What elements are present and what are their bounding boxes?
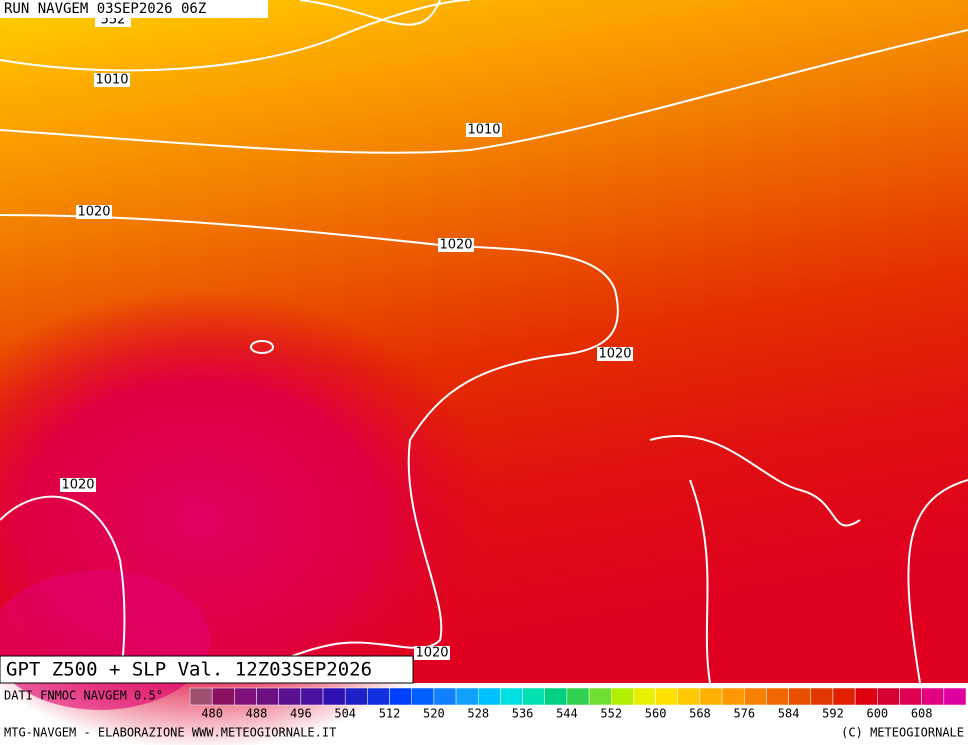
isobar	[689, 479, 711, 684]
colorbar-tick-label: 520	[423, 707, 445, 721]
isobar	[0, 29, 968, 154]
isobar	[250, 340, 274, 354]
colorbar: 480 488 496 504 512 520 528 536 544 552 560 568 576 5…	[189, 687, 967, 721]
colorbar-tick-label: 608	[911, 707, 933, 721]
colorbar-tick-label: 528	[467, 707, 489, 721]
colorbar-swatch	[500, 687, 523, 706]
isobar-label: 1020	[415, 646, 448, 661]
colorbar-swatch	[566, 687, 590, 706]
isobar-label-bg	[94, 73, 130, 87]
colorbar-tick-label: 592	[822, 707, 844, 721]
colorbar-swatch	[455, 687, 479, 706]
colorbar-tick-label: 600	[866, 707, 888, 721]
colorbar-tick-label: 552	[600, 707, 622, 721]
colorbar-swatch	[788, 687, 812, 706]
isobar-label-bg	[76, 205, 112, 219]
title-box	[0, 655, 414, 684]
isobar-label: 1010	[467, 123, 500, 138]
colorbar-swatch	[278, 687, 302, 706]
colorbar-tick-label: 584	[778, 707, 800, 721]
colorbar-swatch	[433, 687, 457, 706]
colorbar-tick-label: 488	[246, 707, 268, 721]
isobar-label: 1010	[95, 73, 128, 88]
colorbar-swatch	[854, 687, 878, 706]
colorbar-swatch	[300, 687, 324, 706]
isobar-label: 1020	[439, 238, 472, 253]
isobar	[299, 0, 441, 26]
isobar-label: 1020	[598, 347, 631, 362]
colorbar-swatch	[611, 687, 634, 706]
isobar-label: 1020	[77, 205, 110, 220]
colorbar-swatch	[921, 687, 945, 706]
colorbar-swatch	[943, 687, 967, 706]
colorbar-tick-label: 576	[733, 707, 755, 721]
colorbar-swatch	[322, 687, 346, 706]
colorbar-tick-label: 512	[379, 707, 401, 721]
colorbar-swatch	[699, 687, 723, 706]
colorbar-swatch	[655, 687, 679, 706]
isobar-label-bg	[438, 238, 474, 252]
colorbar-swatch	[477, 687, 501, 706]
run-label: RUN NAVGEM 03SEP2026 06Z	[4, 1, 206, 17]
colorbar-swatch	[522, 687, 545, 706]
isobar-label-bg	[466, 123, 502, 137]
colorbar-swatch	[744, 687, 767, 706]
header-box	[0, 0, 268, 18]
colorbar-tick-label: 544	[556, 707, 578, 721]
colorbar-swatch	[344, 687, 368, 706]
footer-left: MTG-NAVGEM - ELABORAZIONE WWW.METEOGIORN…	[4, 726, 336, 740]
colorbar-swatch	[877, 687, 900, 706]
colorbar-swatch	[367, 687, 390, 706]
colorbar-tick-label: 560	[645, 707, 667, 721]
isobar-label-bg	[414, 646, 450, 660]
colorbar-swatch	[256, 687, 279, 706]
isobar	[0, 0, 471, 72]
colorbar-swatch	[389, 687, 412, 706]
colorbar-swatch	[544, 687, 568, 706]
title: GPT Z500 + SLP Val. 12Z03SEP2026	[6, 659, 372, 681]
colorbar-swatch	[588, 687, 612, 706]
colorbar-swatch	[810, 687, 834, 706]
colorbar-swatch	[189, 687, 213, 706]
colorbar-swatch	[721, 687, 745, 706]
colorbar-swatch	[899, 687, 922, 706]
colorbar-swatch	[411, 687, 435, 706]
isobar	[907, 479, 968, 684]
colorbar-tick-label: 480	[201, 707, 223, 721]
isobar-label-bg	[60, 478, 96, 492]
isobar	[649, 434, 861, 527]
colorbar-tick-label: 536	[512, 707, 534, 721]
isobar-label: 1020	[61, 478, 94, 493]
isobar-label-bg	[597, 347, 633, 361]
colorbar-swatch	[211, 687, 235, 706]
colorbar-tick-label: 504	[334, 707, 356, 721]
colorbar-swatch	[832, 687, 856, 706]
colorbar-swatch	[766, 687, 789, 706]
isobar	[0, 214, 619, 684]
colorbar-tick-label: 568	[689, 707, 711, 721]
colorbar-swatch	[677, 687, 701, 706]
colorbar-label: DATI FNMOC NAVGEM 0.5°	[4, 689, 163, 703]
footer-right: (C) METEOGIORNALE	[841, 726, 964, 740]
colorbar-tick-label: 496	[290, 707, 312, 721]
colorbar-swatch	[234, 687, 257, 706]
colorbar-swatch	[633, 687, 656, 706]
